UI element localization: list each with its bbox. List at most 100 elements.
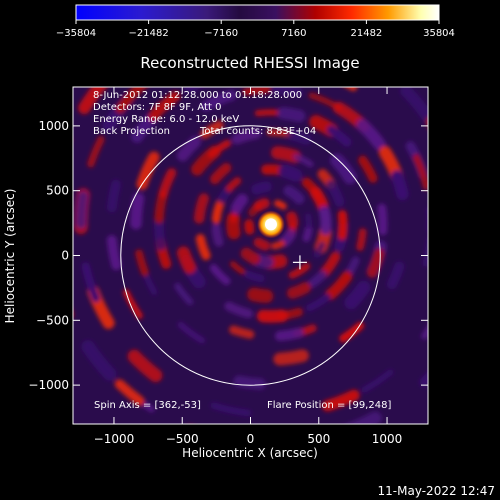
flare-source-core <box>264 218 277 231</box>
x-tick-label: 0 <box>247 432 255 446</box>
ring-segment <box>279 228 296 247</box>
ring-segment <box>390 170 409 201</box>
ring-segment <box>87 135 105 168</box>
ring-segment <box>251 181 272 195</box>
ring-segment <box>211 199 225 224</box>
ring-segment <box>233 375 266 390</box>
x-tick-label: −1000 <box>94 432 135 446</box>
ring-segment <box>356 118 386 151</box>
heatmap-image <box>73 40 490 424</box>
ring-segment <box>106 179 121 213</box>
ring-segment <box>195 234 211 261</box>
ring-segment <box>358 155 378 183</box>
annotation-total-counts: Total counts: 8.83E+04 <box>199 126 316 137</box>
ring-segment <box>194 43 216 51</box>
y-axis-label: Heliocentric Y (arcsec) <box>3 189 17 324</box>
ring-segment <box>420 62 444 87</box>
ring-segment <box>419 371 428 387</box>
ring-segment <box>366 248 385 278</box>
ring-segment <box>176 246 197 274</box>
ring-segment <box>286 211 299 229</box>
ring-segment <box>210 402 252 417</box>
y-tick-label: 500 <box>46 184 69 198</box>
ring-segment <box>154 216 166 251</box>
ring-segment <box>143 272 158 296</box>
ring-segment <box>377 203 388 236</box>
ring-segment <box>318 205 332 235</box>
x-tick-label: −500 <box>166 432 199 446</box>
axis-ticks: −1000 −500 0 500 1000 −1000 −500 0 500 1000 <box>28 87 428 446</box>
flare-position-label: Flare Position = [99,248] <box>267 400 391 411</box>
ring-segment <box>286 282 311 299</box>
ring-segment <box>154 190 168 224</box>
ring-segment <box>337 210 348 241</box>
spin-axis-label: Spin Axis = [362,-53] <box>94 400 201 411</box>
ring-segment <box>344 280 371 310</box>
ring-segment <box>400 87 428 126</box>
y-tick-label: −500 <box>36 313 69 327</box>
colorbar-frame <box>75 4 440 21</box>
ring-segment <box>318 40 352 53</box>
ring-segment <box>115 87 148 114</box>
ring-segment <box>257 309 289 323</box>
ring-segment <box>224 301 253 319</box>
ring-segment <box>231 128 262 145</box>
ring-segment <box>485 246 490 274</box>
ring-segment <box>229 325 255 339</box>
colorbar-tick-label: 7160 <box>281 28 306 39</box>
ring-segment <box>254 109 281 117</box>
ring-segment <box>177 321 206 344</box>
ring-segment <box>421 324 428 340</box>
ring-segment <box>78 87 108 115</box>
colorbar-tick-label: −21482 <box>129 28 169 39</box>
ring-segment <box>193 193 210 224</box>
ring-segment <box>322 389 360 412</box>
ring-segment <box>325 271 353 300</box>
solar-limb <box>120 125 381 386</box>
annotations: 8-Jun-2012 01:12:28.000 to 01:18:28.000D… <box>93 90 316 137</box>
y-tick-label: 1000 <box>38 119 69 133</box>
ring-segment <box>158 168 177 198</box>
colorbar-tick-label: −7160 <box>204 28 238 39</box>
ring-segment <box>330 153 357 185</box>
ring-segment <box>461 314 472 336</box>
ring-segment <box>306 293 331 312</box>
ring-segment <box>283 185 305 205</box>
ring-segment <box>114 379 145 406</box>
ring-segment <box>326 179 345 207</box>
ring-segment <box>240 247 261 265</box>
ring-segment <box>345 87 358 92</box>
ring-segment <box>270 146 302 163</box>
ring-segment <box>278 164 303 182</box>
colorbar-tick-label: 35804 <box>423 28 455 39</box>
ring-segment <box>426 206 428 233</box>
ring-segment <box>274 327 304 341</box>
ring-segment <box>209 264 231 285</box>
ring-segment <box>230 193 249 215</box>
chart-title: Reconstructed RHESSI Image <box>140 54 359 72</box>
ring-segment <box>288 262 311 279</box>
ring-segment <box>412 154 428 190</box>
ring-segment <box>293 153 314 168</box>
annotation-line: Energy Range: 6.0 - 12.0 keV <box>93 114 239 125</box>
ring-segment <box>244 219 255 235</box>
ring-segment <box>244 270 265 283</box>
ring-segment <box>200 89 237 112</box>
footer-timestamp: 11-May-2022 12:47 <box>378 484 495 498</box>
y-tick-label: −1000 <box>28 378 69 392</box>
ring-segment <box>253 237 271 251</box>
colorbar <box>76 5 439 20</box>
ring-segment <box>422 235 428 267</box>
ring-segment <box>305 213 313 230</box>
ring-segment <box>286 129 312 145</box>
ring-segment <box>207 139 232 158</box>
ring-segment <box>271 87 303 97</box>
ring-segment <box>211 223 224 247</box>
ring-segment <box>356 228 367 251</box>
x-tick-label: 1000 <box>372 432 403 446</box>
ring-segment <box>253 198 270 212</box>
ring-segment <box>326 125 352 147</box>
heatmap-rings <box>73 40 490 424</box>
ring-segment <box>75 190 89 229</box>
